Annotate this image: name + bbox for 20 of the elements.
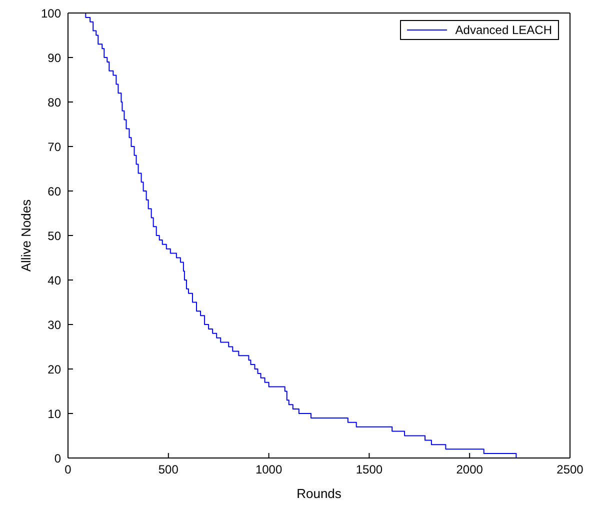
y-tick-label: 100 [40, 6, 62, 20]
y-axis-title: Allive Nodes [18, 198, 34, 272]
x-tick-label: 2000 [456, 462, 484, 477]
x-tick-label: 500 [158, 462, 179, 477]
y-tick-label: 50 [48, 228, 62, 243]
y-tick-label: 90 [48, 50, 62, 65]
x-tick-label: 1500 [356, 462, 383, 477]
y-tick-label: 0 [54, 451, 62, 466]
y-tick-label: 20 [48, 362, 62, 376]
x-tick-label: 1000 [255, 462, 282, 477]
legend-label: Advanced LEACH [455, 23, 552, 37]
x-tick-label: 0 [64, 462, 72, 477]
y-tick-label: 10 [48, 406, 62, 421]
y-tick-label: 40 [48, 273, 62, 288]
y-tick-label: 30 [48, 318, 62, 332]
y-tick-label: 80 [48, 95, 62, 110]
y-tick-label: 60 [48, 184, 62, 198]
x-tick-label: 2500 [556, 462, 584, 477]
x-axis-title: Rounds [296, 486, 342, 501]
y-tick-label: 70 [48, 140, 62, 154]
